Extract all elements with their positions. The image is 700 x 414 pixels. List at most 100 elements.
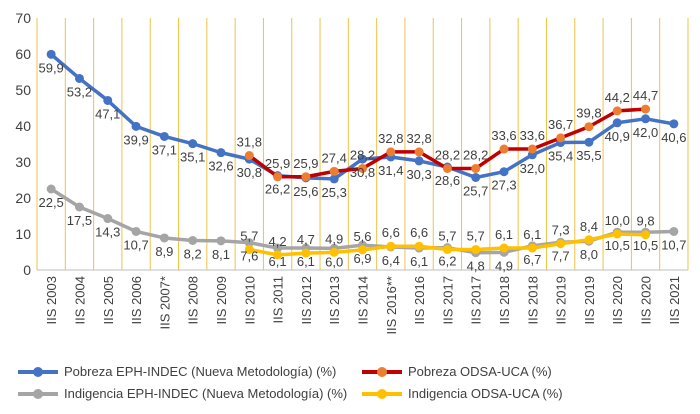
data-point-2	[46, 184, 56, 194]
data-label-2: 22,5	[38, 195, 63, 210]
data-label-3: 6,6	[382, 225, 400, 240]
data-label-3: 6,1	[495, 227, 513, 242]
data-label-2: 6,4	[382, 253, 400, 268]
data-label-3: 4,9	[325, 231, 343, 246]
data-label-0: 30,8	[350, 165, 375, 180]
legend-dot-indigencia-odsa	[377, 388, 387, 399]
data-point-3	[556, 239, 566, 249]
x-tick-label: IIS 2007*	[157, 276, 172, 330]
data-label-3: 9,8	[637, 214, 655, 229]
data-point-1	[386, 147, 396, 157]
data-point-0	[669, 119, 679, 129]
data-label-1: 27,4	[322, 150, 347, 165]
data-point-0	[471, 172, 481, 182]
data-point-2	[159, 233, 169, 243]
x-tick-label: IIS 2014	[356, 276, 371, 324]
data-label-0: 30,8	[237, 165, 262, 180]
data-label-1: 28,2	[350, 147, 375, 162]
data-point-0	[358, 154, 367, 164]
line-chart: 0 10 20 30 40 50 60 70 IIS 2003 IIS 2004 IIS 2005 I…	[15, 10, 689, 335]
data-label-2: 6,1	[410, 254, 428, 269]
data-label-0: 37,1	[152, 142, 177, 157]
x-tick-label: IIS 2005	[101, 276, 116, 324]
x-tick-label: IIS 2020	[610, 276, 625, 324]
x-tick-label: IIS 2018	[497, 276, 512, 324]
legend-item-pobreza-eph: Pobreza EPH-INDEC (Nueva Metodología) (%…	[18, 364, 336, 379]
y-tick-label: 30	[15, 154, 31, 170]
data-point-1	[329, 166, 339, 176]
data-label-0: 25,7	[463, 183, 488, 198]
data-point-1	[301, 172, 311, 182]
data-point-3	[414, 241, 424, 251]
legend-dot-pobreza-odsa	[377, 366, 387, 377]
data-label-2: 6,1	[269, 254, 287, 269]
chart-legend: Pobreza EPH-INDEC (Nueva Metodología) (%…	[0, 358, 700, 414]
data-point-3	[641, 230, 651, 240]
legend-dot-pobreza-eph	[33, 366, 43, 377]
y-tick-label: 70	[15, 10, 31, 26]
y-tick-label: 50	[15, 82, 31, 98]
x-tick-label: IIS 2012	[299, 276, 314, 324]
data-point-1	[499, 144, 509, 154]
data-label-2: 6,2	[438, 254, 456, 269]
x-tick-label: IIS 2019	[554, 276, 569, 324]
data-label-2: 6,0	[325, 254, 343, 269]
data-label-3: 10,0	[605, 213, 630, 228]
data-label-3: 5,6	[353, 229, 371, 244]
data-label-3: 7,3	[552, 223, 570, 238]
data-label-0: 32,6	[208, 159, 233, 174]
data-point-3	[584, 235, 594, 245]
data-label-0: 25,6	[293, 184, 318, 199]
data-label-2: 6,1	[297, 254, 315, 269]
x-tick-label: IIS 2017	[440, 276, 455, 324]
data-label-0: 47,1	[95, 106, 120, 121]
data-label-1: 33,6	[491, 128, 516, 143]
data-point-3	[244, 244, 254, 254]
data-point-1	[273, 172, 283, 182]
data-label-3: 5,7	[467, 228, 485, 243]
data-point-1	[442, 163, 452, 173]
legend-item-indigencia-odsa: Indigencia ODSA-UCA (%)	[362, 386, 563, 401]
data-point-0	[612, 118, 622, 128]
data-label-0: 35,5	[576, 148, 601, 163]
x-tick-label: IIS 2004	[72, 276, 87, 324]
data-point-3	[527, 243, 537, 253]
x-tick-label: IIS 2017	[469, 276, 484, 324]
data-label-1: 28,2	[435, 147, 460, 162]
legend-item-indigencia-eph: Indigencia EPH-INDEC (Nueva Metodología)…	[18, 386, 347, 401]
data-point-3	[471, 244, 481, 254]
legend-label-indigencia-odsa: Indigencia ODSA-UCA (%)	[408, 386, 563, 401]
data-point-2	[103, 214, 113, 224]
data-label-3: 8,4	[580, 219, 598, 234]
data-label-3: 6,6	[410, 225, 428, 240]
data-label-0: 27,3	[491, 178, 516, 193]
data-label-0: 28,6	[435, 173, 460, 188]
data-point-0	[46, 49, 56, 59]
x-tick-label: IIS 2006	[129, 276, 144, 324]
legend-label-pobreza-eph: Pobreza EPH-INDEC (Nueva Metodología) (%…	[64, 364, 337, 379]
data-label-1: 39,8	[576, 106, 601, 121]
x-tick-label: IIS 2016**	[384, 276, 399, 335]
data-label-0: 32,0	[520, 161, 545, 176]
data-label-1: 33,6	[520, 128, 545, 143]
legend-swatch-indigencia-eph	[18, 387, 58, 401]
data-point-2	[216, 236, 226, 246]
y-tick-label: 10	[15, 226, 31, 242]
data-label-2: 17,5	[67, 213, 92, 228]
data-point-1	[358, 163, 367, 173]
x-tick-label: IIS 2018	[525, 276, 540, 324]
legend-swatch-pobreza-eph	[18, 365, 58, 379]
data-point-3	[499, 243, 509, 253]
data-label-1: 32,8	[378, 131, 403, 146]
data-label-0: 25,3	[322, 185, 347, 200]
x-tick-label: IIS 2013	[327, 276, 342, 324]
legend-swatch-pobreza-odsa	[362, 365, 402, 379]
data-label-1: 32,8	[406, 131, 431, 146]
data-point-1	[584, 122, 594, 132]
data-point-0	[641, 114, 651, 124]
data-label-2: 8,9	[155, 244, 173, 259]
data-label-0: 39,9	[123, 132, 148, 147]
data-label-3: 4,7	[297, 232, 315, 247]
data-point-0	[414, 156, 424, 166]
axes: 0 10 20 30 40 50 60 70 IIS 2003 IIS 2004 IIS 2005 I…	[15, 10, 688, 335]
